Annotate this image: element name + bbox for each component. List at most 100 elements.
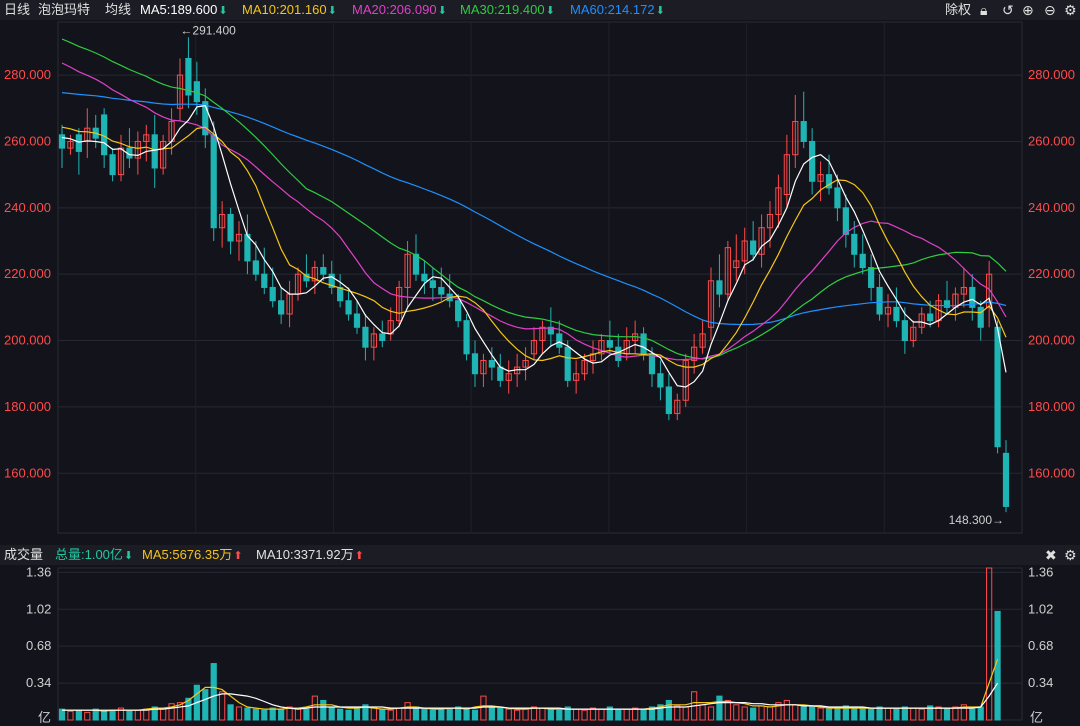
candle-down bbox=[278, 300, 285, 315]
volume-tick-left: 0.68 bbox=[26, 638, 51, 653]
y-tick-label-left: 280.000 bbox=[4, 67, 51, 82]
down-arrow-icon: ⬇ bbox=[437, 5, 447, 17]
candle-down bbox=[716, 280, 723, 295]
volume-tick-right: 1.36 bbox=[1028, 564, 1053, 579]
candle-down bbox=[429, 280, 436, 288]
candle-down bbox=[842, 207, 849, 235]
y-tick-label-left: 160.000 bbox=[4, 465, 51, 480]
candle-down bbox=[868, 267, 875, 288]
volume-bar-up bbox=[589, 707, 597, 721]
volume-bar-up bbox=[699, 704, 706, 721]
candle-up bbox=[160, 140, 167, 169]
volume-bar-down bbox=[716, 695, 723, 721]
ma-type-label[interactable]: 均线 bbox=[105, 2, 132, 17]
volume-bar-down bbox=[421, 708, 428, 721]
candle-down bbox=[252, 260, 259, 275]
adjust-button[interactable]: 除权 bbox=[945, 2, 972, 17]
candle-up bbox=[311, 267, 318, 282]
up-arrow-icon: ⬆ bbox=[354, 550, 364, 562]
volume-bar-down bbox=[640, 708, 647, 721]
y-tick-label-left: 180.000 bbox=[4, 399, 51, 414]
volume-bar-down bbox=[446, 708, 453, 721]
volume-bar-up bbox=[775, 702, 782, 721]
lock-icon[interactable]: 🔒︎ bbox=[980, 2, 988, 18]
volume-unit-right: 亿 bbox=[1030, 710, 1043, 725]
candle-up bbox=[598, 340, 605, 355]
candle-down bbox=[556, 333, 563, 348]
candle-down bbox=[379, 333, 386, 342]
volume-bar-down bbox=[825, 708, 833, 721]
volume-bar-down bbox=[556, 709, 563, 721]
volume-bar-down bbox=[455, 706, 462, 721]
y-tick-label-right: 220.000 bbox=[1028, 266, 1075, 281]
settings-icon[interactable]: ⚙ bbox=[1064, 547, 1077, 563]
volume-tick-left: 0.34 bbox=[26, 675, 51, 690]
y-tick-label-right: 160.000 bbox=[1028, 465, 1075, 480]
volume-bar-down bbox=[471, 709, 479, 721]
volume-bar-up bbox=[952, 706, 959, 721]
candle-up bbox=[986, 273, 993, 308]
volume-tick-right: 0.34 bbox=[1028, 675, 1053, 690]
volume-bar-up bbox=[168, 703, 175, 721]
ma20-line bbox=[61, 62, 1007, 361]
volume-tick-right: 1.02 bbox=[1028, 601, 1053, 616]
candle-up bbox=[691, 346, 698, 361]
ma5-line bbox=[61, 104, 1007, 388]
volume-bar-up bbox=[387, 709, 394, 721]
down-arrow-icon: ⬇ bbox=[123, 550, 134, 562]
volume-bar-down bbox=[412, 706, 420, 721]
down-arrow-icon: ⬇ bbox=[655, 5, 665, 17]
volume-bar-up bbox=[286, 706, 293, 721]
volume-bar-down bbox=[278, 708, 285, 721]
candle-up bbox=[589, 353, 597, 361]
stock-name: 泡泡玛特 bbox=[38, 2, 91, 17]
volume-bar-down bbox=[868, 708, 875, 721]
volume-bar-down bbox=[362, 704, 369, 721]
volume-bar-down bbox=[859, 707, 866, 721]
candle-down bbox=[488, 359, 495, 368]
candle-down bbox=[750, 240, 757, 255]
candle-up bbox=[766, 213, 774, 229]
candle-down bbox=[438, 286, 445, 295]
volume-bar-up bbox=[539, 707, 546, 721]
candle-down bbox=[665, 386, 672, 415]
volume-bar-up bbox=[741, 706, 748, 721]
volume-bar-down bbox=[109, 709, 116, 721]
volume-bar-up bbox=[294, 707, 302, 721]
y-tick-label-right: 240.000 bbox=[1028, 200, 1075, 215]
volume-bar-up bbox=[581, 709, 588, 721]
candle-up bbox=[758, 227, 765, 255]
volume-unit-left: 亿 bbox=[38, 710, 51, 725]
volume-bar-up bbox=[935, 706, 942, 721]
candle-down bbox=[151, 134, 158, 169]
volume-bar-up bbox=[884, 707, 892, 721]
candle-up bbox=[674, 399, 681, 415]
volume-bar-down bbox=[943, 707, 951, 721]
volume-bar-down bbox=[261, 709, 268, 721]
volume-bar-down bbox=[75, 709, 82, 721]
candle-up bbox=[783, 154, 790, 196]
candle-up bbox=[176, 74, 184, 109]
y-tick-label-right: 260.000 bbox=[1028, 133, 1075, 148]
candle-down bbox=[969, 286, 976, 308]
volume-bar-up bbox=[598, 708, 605, 721]
undo-icon[interactable]: ↺ bbox=[1002, 2, 1014, 18]
candle-down bbox=[876, 286, 883, 315]
volume-tick-left: 1.36 bbox=[26, 564, 51, 579]
zoom-out-icon[interactable]: ⊖ bbox=[1044, 2, 1056, 18]
close-icon[interactable]: ✖ bbox=[1045, 547, 1057, 563]
volume-bar-down bbox=[547, 708, 554, 721]
volume-bar-up bbox=[67, 710, 74, 721]
candle-down bbox=[943, 300, 951, 308]
ma60-line bbox=[61, 92, 1007, 326]
candle-down bbox=[463, 320, 470, 355]
volume-bar-down bbox=[893, 708, 900, 721]
volume-bar-down bbox=[606, 706, 613, 721]
period-label[interactable]: 日线 bbox=[4, 2, 31, 17]
settings-icon[interactable]: ⚙ bbox=[1064, 2, 1077, 18]
volume-bar-down bbox=[615, 709, 622, 721]
volume-bar-down bbox=[429, 709, 436, 721]
zoom-in-icon[interactable]: ⊕ bbox=[1022, 2, 1034, 18]
volume-bar-up bbox=[733, 704, 740, 721]
